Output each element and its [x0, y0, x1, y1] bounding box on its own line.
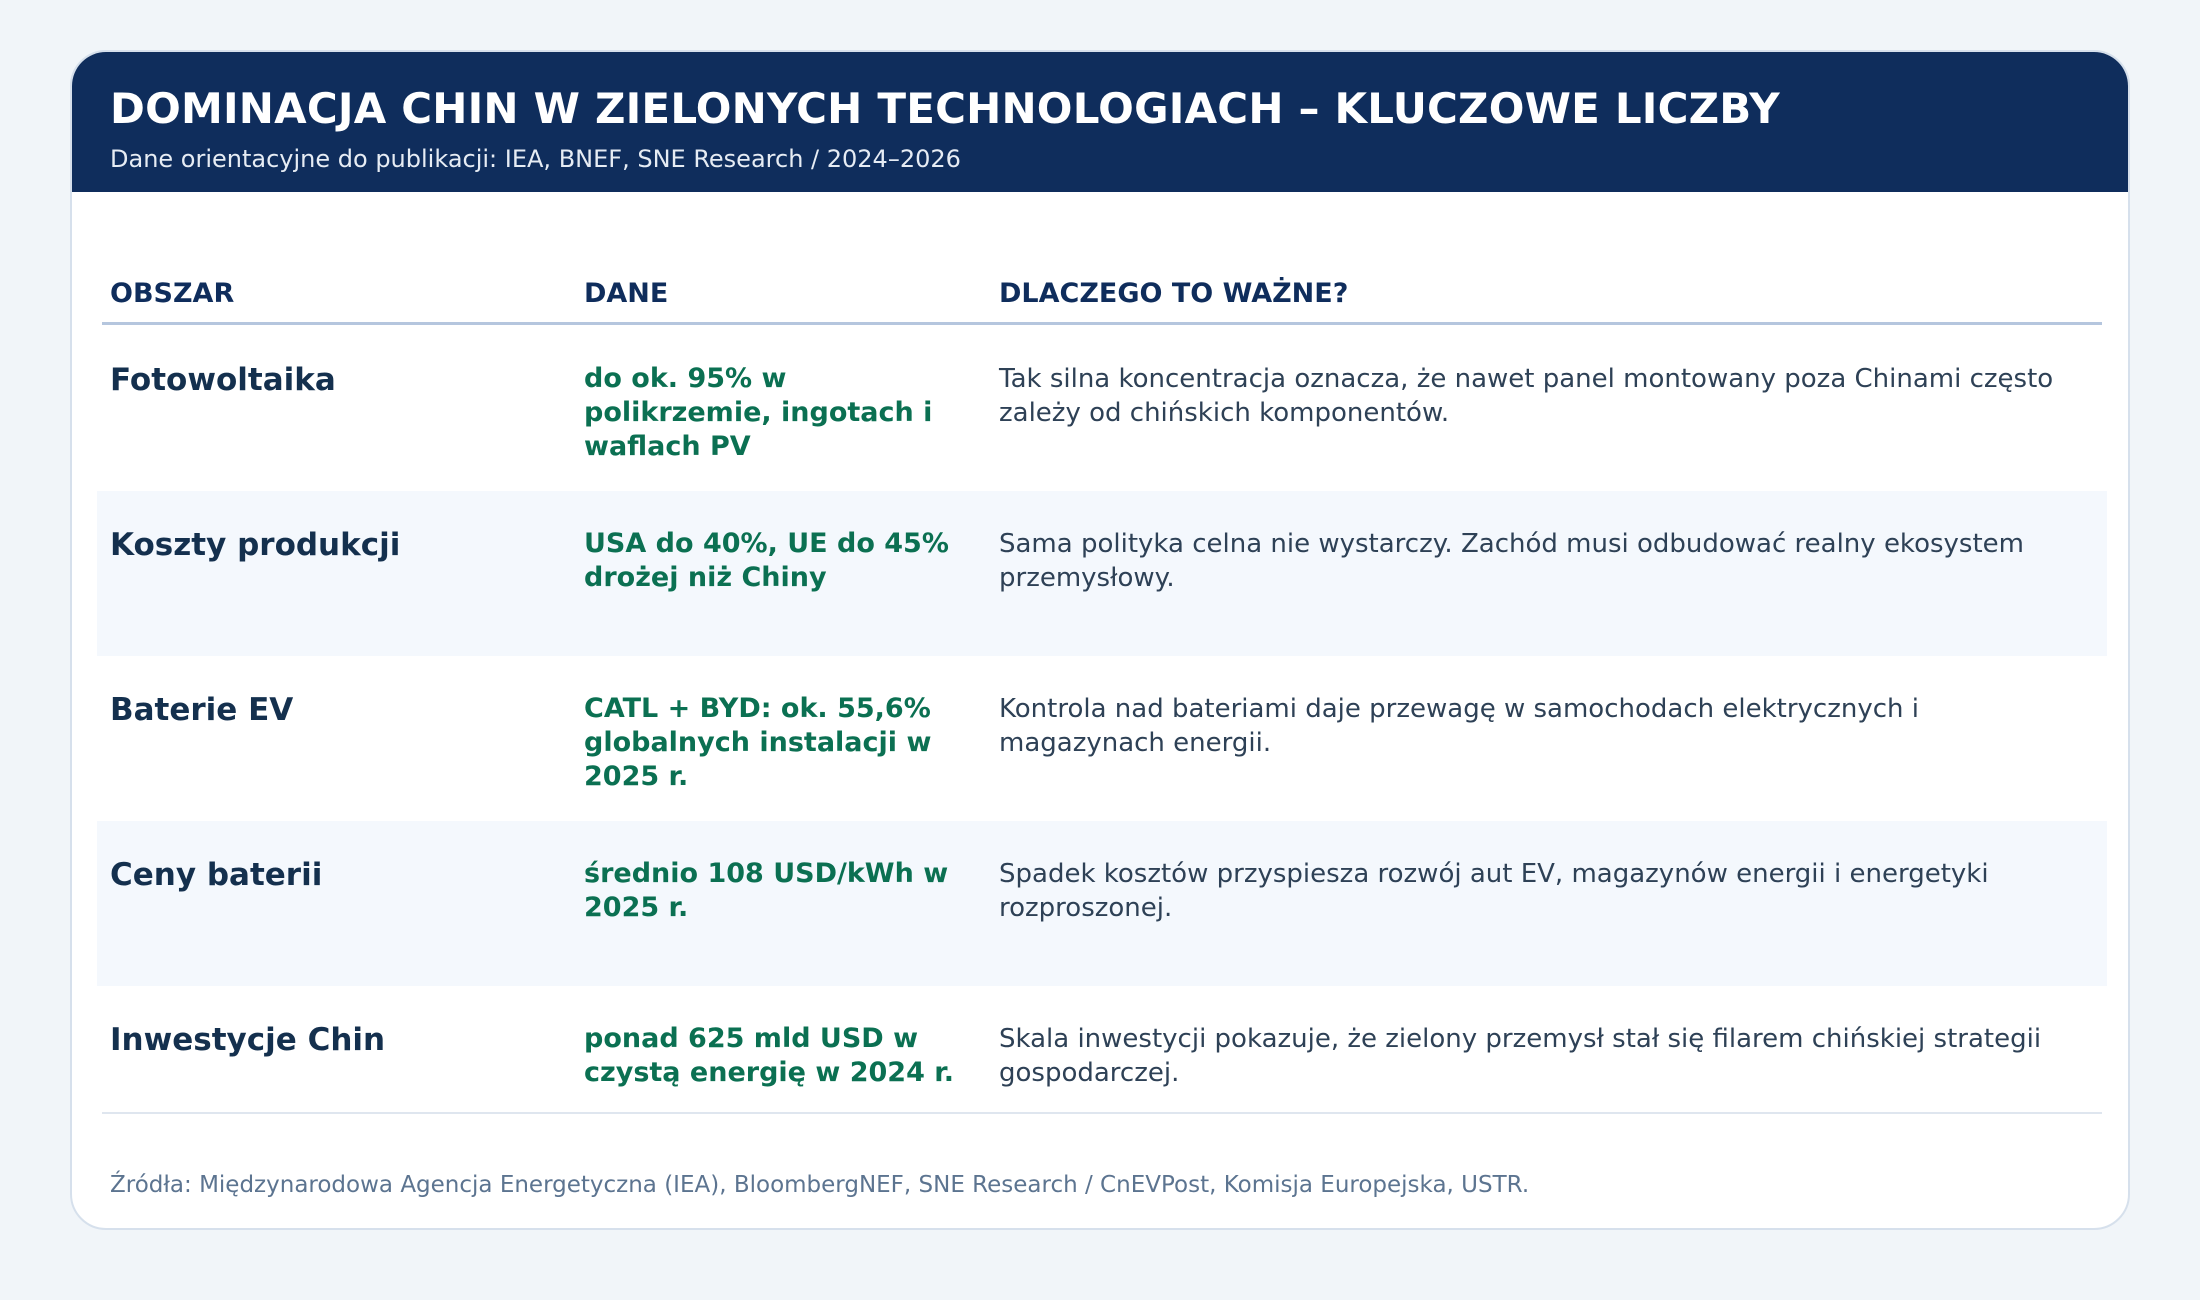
row-area: Koszty produkcji [110, 527, 401, 563]
page-title: DOMINACJA CHIN W ZIELONYCH TECHNOLOGIACH… [110, 84, 1780, 133]
row-why: Kontrola nad bateriami daje przewagę w s… [999, 694, 1919, 758]
column-header-area: OBSZAR [110, 278, 235, 309]
header-banner: DOMINACJA CHIN W ZIELONYCH TECHNOLOGIACH… [72, 52, 2128, 192]
row-area: Baterie EV [110, 692, 294, 728]
row-why: Tak silna koncentracja oznacza, że nawet… [999, 364, 2054, 428]
column-header-why: DLACZEGO TO WAŻNE? [999, 278, 1349, 309]
row-value: USA do 40%, UE do 45% drożej niż Chiny [584, 528, 949, 593]
row-value: CATL + BYD: ok. 55,6% globalnych instala… [584, 693, 932, 792]
column-header-data: DANE [584, 278, 669, 309]
footer-divider [102, 1112, 2102, 1114]
row-area: Ceny baterii [110, 857, 323, 893]
infographic-card: DOMINACJA CHIN W ZIELONYCH TECHNOLOGIACH… [70, 50, 2130, 1230]
row-area: Inwestycje Chin [110, 1022, 386, 1058]
page-subtitle: Dane orientacyjne do publikacji: IEA, BN… [110, 145, 961, 173]
row-value: średnio 108 USD/kWh w 2025 r. [584, 858, 949, 923]
table-row: Koszty produkcji USA do 40%, UE do 45% d… [97, 491, 2107, 656]
row-why: Skala inwestycji pokazuje, że zielony pr… [999, 1024, 2042, 1088]
sources-note: Źródła: Międzynarodowa Agencja Energetyc… [110, 1172, 1530, 1198]
row-area: Fotowoltaika [110, 362, 336, 398]
row-value: do ok. 95% w polikrzemie, ingotach i waf… [584, 363, 933, 462]
header-divider [102, 322, 2102, 325]
table-row: Ceny baterii średnio 108 USD/kWh w 2025 … [97, 821, 2107, 986]
table-header: OBSZAR DANE DLACZEGO TO WAŻNE? [72, 192, 2128, 325]
table-row: Fotowoltaika do ok. 95% w polikrzemie, i… [97, 326, 2107, 491]
row-why: Spadek kosztów przyspiesza rozwój aut EV… [999, 859, 1989, 923]
row-why: Sama polityka celna nie wystarczy. Zachó… [999, 529, 2024, 593]
table-row: Inwestycje Chin ponad 625 mld USD w czys… [97, 986, 2107, 1151]
row-value: ponad 625 mld USD w czystą energię w 202… [584, 1023, 954, 1088]
table-row: Baterie EV CATL + BYD: ok. 55,6% globaln… [97, 656, 2107, 821]
